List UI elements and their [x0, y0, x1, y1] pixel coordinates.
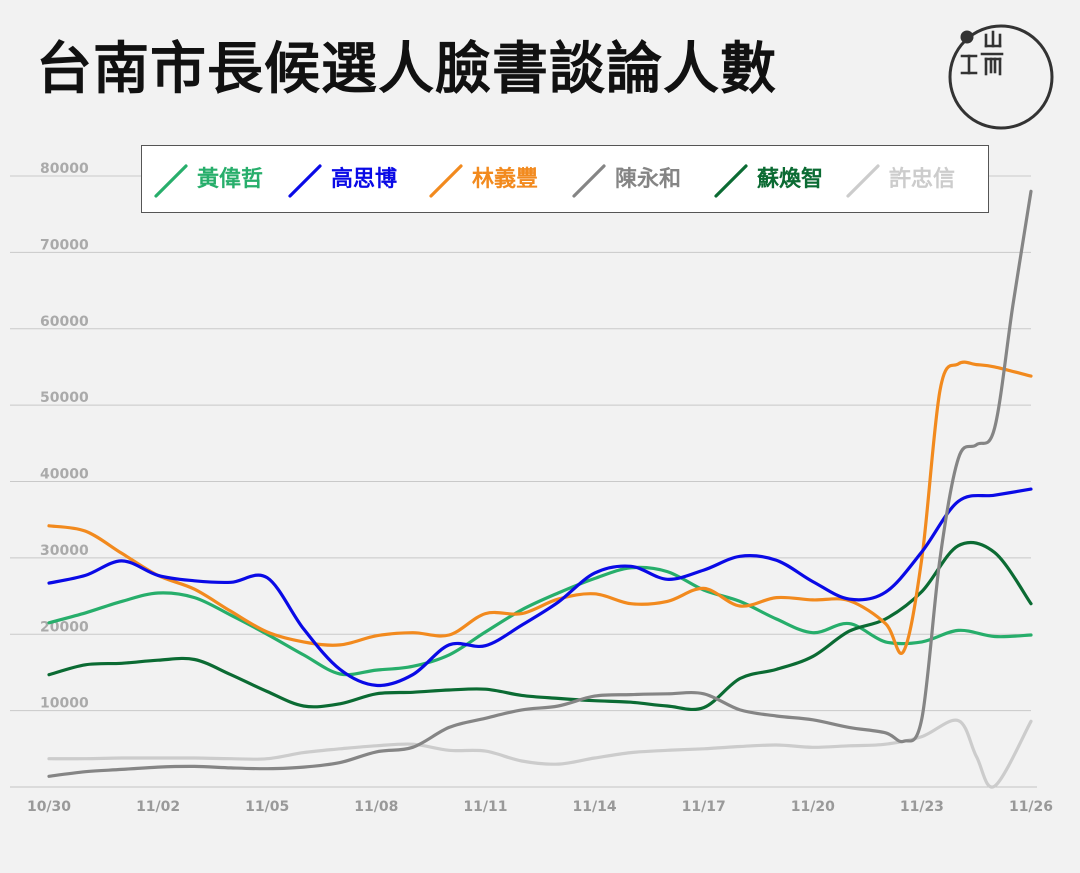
initium-logo	[948, 24, 1054, 130]
y-tick-label: 40000	[40, 467, 89, 483]
y-tick-label: 20000	[40, 619, 89, 635]
x-tick-label: 11/23	[900, 799, 944, 815]
y-tick-label: 60000	[40, 314, 89, 330]
legend-label: 高思博	[331, 167, 398, 192]
chart-title: 台南市長候選人臉書談論人數	[36, 37, 777, 102]
legend-swatch	[846, 164, 880, 198]
x-tick-label: 11/08	[354, 799, 398, 815]
series-line-4	[47, 189, 1033, 778]
x-tick-label: 11/11	[463, 799, 507, 815]
legend-swatch	[572, 164, 606, 198]
legend-swatch	[429, 164, 463, 198]
legend-swatch	[154, 164, 188, 198]
series-line-1	[47, 565, 1033, 677]
legend-swatch	[714, 164, 748, 198]
series-line-5	[47, 540, 1033, 712]
legend-label: 許忠信	[889, 167, 956, 192]
x-tick-label: 11/20	[791, 799, 835, 815]
y-tick-label: 70000	[40, 237, 89, 253]
legend-label: 林義豐	[472, 167, 539, 192]
legend-label: 蘇煥智	[757, 167, 824, 192]
x-tick-label: 11/14	[573, 799, 617, 815]
y-tick-label: 50000	[40, 390, 89, 406]
y-tick-label: 30000	[40, 543, 89, 559]
x-tick-label: 11/26	[1009, 799, 1053, 815]
y-tick-label: 10000	[40, 696, 89, 712]
x-tick-label: 11/02	[136, 799, 180, 815]
chart-legend: 黃偉哲 高思博 林義豐 陳永和 蘇煥智 許忠信	[141, 145, 989, 213]
legend-swatch	[288, 164, 322, 198]
legend-label: 陳永和	[615, 167, 682, 192]
series-line-2	[47, 487, 1033, 688]
x-tick-label: 10/30	[27, 799, 71, 815]
series-line-3	[47, 360, 1033, 655]
x-tick-label: 11/17	[682, 799, 726, 815]
x-tick-label: 11/05	[245, 799, 289, 815]
series-line-6	[47, 718, 1033, 789]
legend-label: 黃偉哲	[197, 167, 264, 192]
y-tick-label: 80000	[40, 161, 89, 177]
